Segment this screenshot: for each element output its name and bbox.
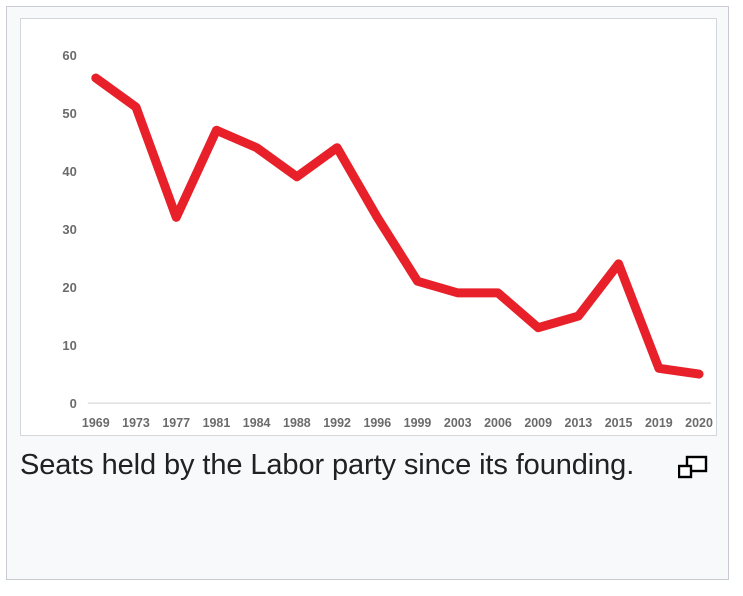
x-tick-2019: 2019: [645, 416, 673, 430]
y-tick-40: 40: [62, 164, 76, 179]
x-tick-2015: 2015: [605, 416, 633, 430]
y-tick-60: 60: [62, 48, 76, 63]
x-tick-1996: 1996: [363, 416, 391, 430]
y-axis-tick-labels: 0 10 20 30 40 50 60: [62, 48, 76, 411]
y-tick-30: 30: [62, 222, 76, 237]
y-tick-10: 10: [62, 338, 76, 353]
x-tick-1969: 1969: [82, 416, 110, 430]
x-tick-1992: 1992: [323, 416, 351, 430]
x-tick-2009: 2009: [524, 416, 552, 430]
y-tick-50: 50: [62, 106, 76, 121]
y-tick-20: 20: [62, 280, 76, 295]
x-tick-2006: 2006: [484, 416, 512, 430]
thumbnail-frame: 0 10 20 30 40 50 60 1969 1973 1977 1981 1984 1988 19…: [6, 6, 729, 580]
x-tick-2003: 2003: [444, 416, 472, 430]
x-tick-1999: 1999: [404, 416, 432, 430]
enlarge-icon[interactable]: [677, 454, 708, 480]
x-tick-1984: 1984: [243, 416, 271, 430]
x-tick-1973: 1973: [122, 416, 150, 430]
caption-text: Seats held by the Labor party since its …: [20, 449, 635, 481]
caption: Seats held by the Labor party since its …: [20, 447, 720, 484]
x-tick-2020: 2020: [685, 416, 713, 430]
x-tick-1981: 1981: [203, 416, 231, 430]
chart-image[interactable]: 0 10 20 30 40 50 60 1969 1973 1977 1981 1984 1988 19…: [20, 18, 717, 436]
data-series-line: [91, 73, 704, 379]
y-tick-0: 0: [70, 396, 77, 411]
x-tick-1988: 1988: [283, 416, 311, 430]
x-tick-1977: 1977: [162, 416, 190, 430]
x-tick-2013: 2013: [565, 416, 593, 430]
x-axis-tick-labels: 1969 1973 1977 1981 1984 1988 1992 1996 1999 2003…: [82, 416, 713, 430]
